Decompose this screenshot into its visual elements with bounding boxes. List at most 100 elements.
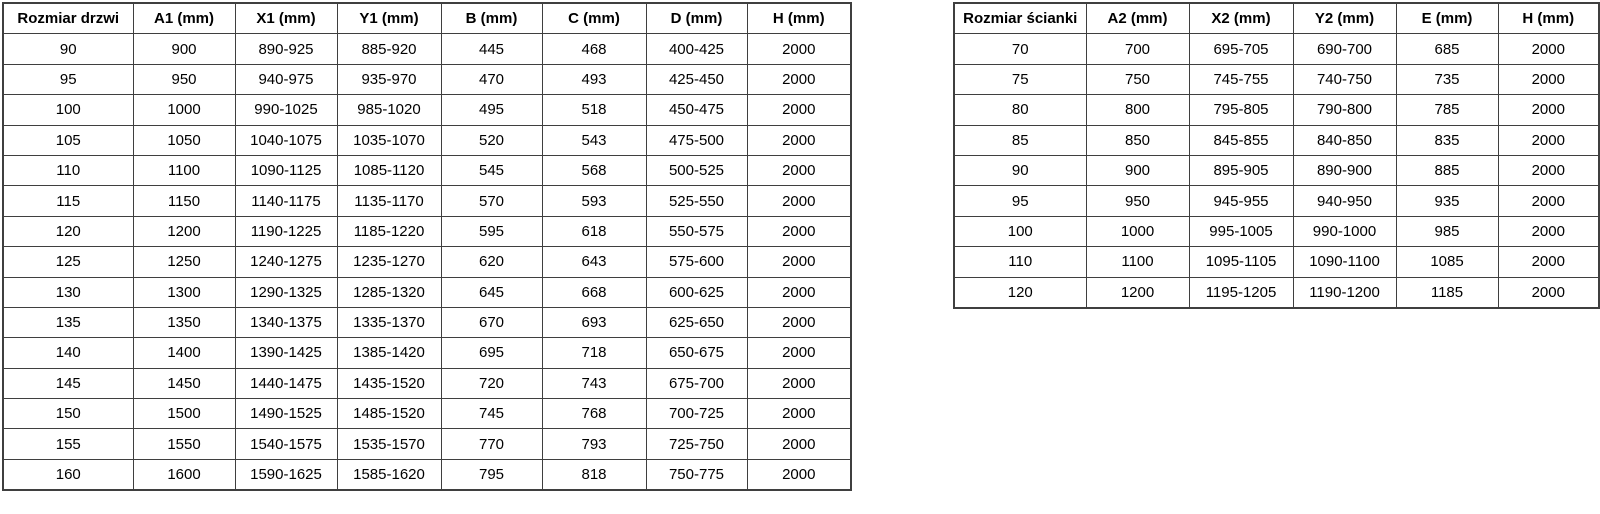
wall-size-table-row-90: 90 900 895-905 890-900 885 2000 [953, 154, 1600, 187]
door-size-table-cell-8-4: 645 [440, 276, 543, 308]
door-size-table-cell-8-7: 2000 [746, 276, 852, 308]
door-size-table-cell-10-3: 1385-1420 [336, 337, 442, 369]
wall-size-table-cell-7-3: 1090-1100 [1292, 246, 1397, 278]
door-size-table-cell-0-3: 885-920 [336, 33, 442, 65]
door-size-table-row-90: 90 900 890-925 885-920 445 468 400-425 2000 [2, 33, 852, 65]
door-size-table-cell-3-6: 475-500 [645, 124, 748, 156]
door-size-table-cell-10-0: 140 [2, 337, 134, 369]
door-size-table-cell-1-1: 950 [132, 63, 236, 96]
wall-size-table-cell-0-0: 70 [953, 33, 1087, 65]
wall-size-table-cell-6-3: 990-1000 [1292, 215, 1397, 248]
door-size-table-cell-2-1: 1000 [132, 94, 236, 126]
door-size-table-cell-5-6: 525-550 [645, 185, 748, 217]
door-size-table-cell-12-4: 745 [440, 398, 543, 430]
door-size-table-cell-4-7: 2000 [746, 154, 852, 187]
door-size-table-cell-8-1: 1300 [132, 276, 236, 308]
door-size-table-cell-1-6: 425-450 [645, 63, 748, 96]
door-size-table-cell-5-0: 115 [2, 185, 134, 217]
door-size-table-cell-9-6: 625-650 [645, 306, 748, 339]
wall-size-table-cell-0-4: 685 [1395, 33, 1499, 65]
wall-size-table-cell-5-3: 940-950 [1292, 185, 1397, 217]
wall-size-table-cell-3-5: 2000 [1497, 124, 1600, 156]
wall-size-table-cell-3-3: 840-850 [1292, 124, 1397, 156]
door-size-table-row-155: 155 1550 1540-1575 1535-1570 770 793 725-750 20… [2, 428, 852, 460]
door-size-table-cell-11-6: 675-700 [645, 367, 748, 400]
door-size-table-cell-14-3: 1585-1620 [336, 458, 442, 491]
door-size-table-row-140: 140 1400 1390-1425 1385-1420 695 718 650-675 20… [2, 337, 852, 369]
door-size-table-cell-12-7: 2000 [746, 398, 852, 430]
wall-size-table-cell-1-4: 735 [1395, 63, 1499, 96]
wall-size-table-row-100: 100 1000 995-1005 990-1000 985 2000 [953, 215, 1600, 248]
wall-size-table-cell-8-4: 1185 [1395, 276, 1499, 309]
door-size-table-cell-3-5: 543 [541, 124, 647, 156]
wall-size-table-cell-3-0: 85 [953, 124, 1087, 156]
door-size-table-header-0: Rozmiar drzwi [2, 2, 134, 35]
door-size-table-cell-3-0: 105 [2, 124, 134, 156]
door-size-table-cell-3-3: 1035-1070 [336, 124, 442, 156]
door-size-table-cell-7-5: 643 [541, 246, 647, 278]
wall-size-table-cell-1-0: 75 [953, 63, 1087, 96]
wall-size-table-cell-0-3: 690-700 [1292, 33, 1397, 65]
door-size-table-header-6: D (mm) [645, 2, 748, 35]
door-size-table-cell-0-4: 445 [440, 33, 543, 65]
door-size-table-cell-7-7: 2000 [746, 246, 852, 278]
door-size-table-row-100: 100 1000 990-1025 985-1020 495 518 450-475 2000 [2, 94, 852, 126]
door-size-table-cell-13-5: 793 [541, 428, 647, 460]
door-size-table-cell-13-0: 155 [2, 428, 134, 460]
wall-size-table-row-80: 80 800 795-805 790-800 785 2000 [953, 94, 1600, 126]
wall-size-table-cell-3-1: 850 [1085, 124, 1190, 156]
door-size-table-cell-9-7: 2000 [746, 306, 852, 339]
door-size-table-cell-6-5: 618 [541, 215, 647, 248]
door-size-table-cell-6-2: 1190-1225 [234, 215, 338, 248]
door-size-table-cell-5-1: 1150 [132, 185, 236, 217]
door-size-table-cell-11-1: 1450 [132, 367, 236, 400]
wall-size-table-cell-1-5: 2000 [1497, 63, 1600, 96]
door-size-table-cell-0-7: 2000 [746, 33, 852, 65]
door-size-table-cell-14-0: 160 [2, 458, 134, 491]
door-size-table-cell-12-0: 150 [2, 398, 134, 430]
door-size-table-cell-1-3: 935-970 [336, 63, 442, 96]
door-size-table-cell-10-6: 650-675 [645, 337, 748, 369]
door-size-table-cell-6-6: 550-575 [645, 215, 748, 248]
door-size-table-cell-12-6: 700-725 [645, 398, 748, 430]
door-size-table-cell-14-6: 750-775 [645, 458, 748, 491]
door-size-table-cell-10-4: 695 [440, 337, 543, 369]
door-size-table-cell-12-1: 1500 [132, 398, 236, 430]
door-size-table-cell-6-4: 595 [440, 215, 543, 248]
wall-size-table-cell-0-2: 695-705 [1188, 33, 1294, 65]
door-size-table-cell-11-5: 743 [541, 367, 647, 400]
wall-size-table-cell-3-4: 835 [1395, 124, 1499, 156]
wall-size-table-header-0: Rozmiar ścianki [953, 2, 1087, 35]
door-size-table-cell-9-4: 670 [440, 306, 543, 339]
door-size-table-header-2: X1 (mm) [234, 2, 338, 35]
door-size-table-cell-13-2: 1540-1575 [234, 428, 338, 460]
wall-size-table-row-120: 120 1200 1195-1205 1190-1200 1185 2000 [953, 276, 1600, 309]
door-size-table-cell-0-2: 890-925 [234, 33, 338, 65]
door-size-table-cell-3-1: 1050 [132, 124, 236, 156]
door-size-table-cell-2-4: 495 [440, 94, 543, 126]
door-size-table-cell-4-5: 568 [541, 154, 647, 187]
wall-size-table-cell-4-0: 90 [953, 154, 1087, 187]
door-size-table-header-5: C (mm) [541, 2, 647, 35]
door-size-table-cell-7-0: 125 [2, 246, 134, 278]
door-size-table-cell-1-4: 470 [440, 63, 543, 96]
door-size-table-cell-0-5: 468 [541, 33, 647, 65]
door-size-table-cell-8-5: 668 [541, 276, 647, 308]
door-size-table-cell-10-5: 718 [541, 337, 647, 369]
door-size-table-cell-1-2: 940-975 [234, 63, 338, 96]
door-size-header-row: Rozmiar drzwi A1 (mm) X1 (mm) Y1 (mm) B (mm)… [2, 2, 852, 35]
door-size-table-cell-4-0: 110 [2, 154, 134, 187]
door-size-table-row-110: 110 1100 1090-1125 1085-1120 545 568 500-525 20… [2, 154, 852, 187]
wall-size-table-cell-1-2: 745-755 [1188, 63, 1294, 96]
door-size-table-cell-2-6: 450-475 [645, 94, 748, 126]
door-size-table-cell-5-2: 1140-1175 [234, 185, 338, 217]
door-size-table-cell-7-3: 1235-1270 [336, 246, 442, 278]
door-size-table-cell-1-5: 493 [541, 63, 647, 96]
door-size-table-cell-3-2: 1040-1075 [234, 124, 338, 156]
door-size-table-cell-0-6: 400-425 [645, 33, 748, 65]
door-size-table-cell-8-6: 600-625 [645, 276, 748, 308]
door-size-table-cell-14-1: 1600 [132, 458, 236, 491]
door-size-table-cell-7-2: 1240-1275 [234, 246, 338, 278]
wall-size-table-row-110: 110 1100 1095-1105 1090-1100 1085 2000 [953, 246, 1600, 278]
wall-size-table-row-95: 95 950 945-955 940-950 935 2000 [953, 185, 1600, 217]
